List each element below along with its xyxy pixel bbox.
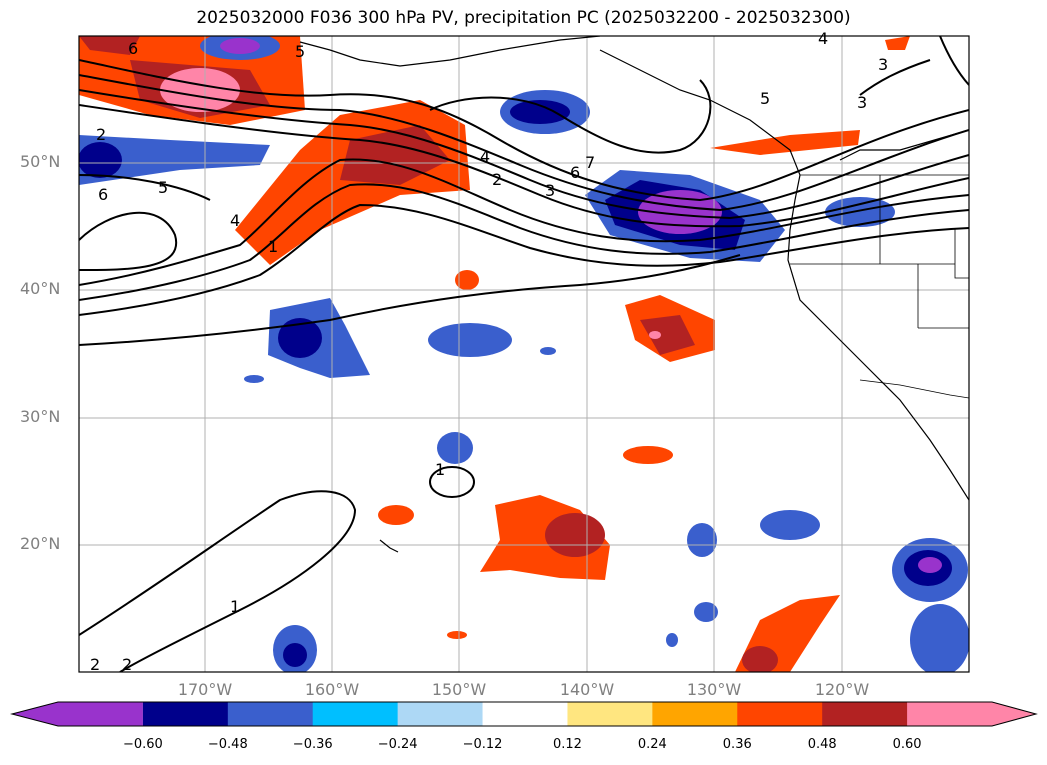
- shade-negative: [79, 142, 122, 178]
- shade-negative: [278, 318, 322, 358]
- shade-negative: [283, 643, 307, 667]
- shade-negative: [694, 602, 718, 622]
- colorbar-cell: [907, 702, 1036, 726]
- contour-label: 2: [96, 125, 106, 144]
- contour-labels: 6 5 2 6 5 4 1 4 2 3 6 7 5 3 3 4 1 1 2 2: [90, 29, 888, 674]
- shade-negative: [540, 347, 556, 355]
- colorbar-cell: [312, 702, 399, 726]
- contour-label: 6: [128, 39, 138, 58]
- lon-label: 140°W: [559, 680, 615, 699]
- shade-positive: [545, 513, 605, 557]
- shade-positive: [710, 130, 860, 155]
- contour-label: 4: [480, 147, 490, 166]
- contour-label: 1: [230, 597, 240, 616]
- contour-label: 4: [230, 211, 240, 230]
- precip-pc-shading: [79, 36, 969, 672]
- colorbar-tick-label: −0.36: [292, 737, 333, 752]
- contour-label: 2: [90, 655, 100, 674]
- lon-label: 170°W: [177, 680, 233, 699]
- colorbar-tick-label: −0.60: [122, 737, 163, 752]
- colorbar-tick-label: 0.48: [807, 737, 837, 752]
- colorbar-cell: [12, 702, 143, 726]
- shade-positive: [455, 270, 479, 290]
- shade-negative: [910, 604, 969, 672]
- shade-negative: [244, 375, 264, 383]
- colorbar-tick-label: 0.60: [892, 737, 922, 752]
- shade-negative: [825, 197, 895, 227]
- lon-label: 160°W: [304, 680, 360, 699]
- contour-label: 2: [492, 170, 502, 189]
- colorbar-tick-label: 0.24: [637, 737, 667, 752]
- contour-label: 5: [760, 89, 770, 108]
- lat-label: 30°N: [20, 407, 61, 426]
- colorbar-cell: [482, 702, 568, 726]
- contour-label: 5: [295, 42, 305, 61]
- contour-label: 7: [585, 153, 595, 172]
- colorbar-cell: [567, 702, 653, 726]
- shade-negative: [760, 510, 820, 540]
- shade-negative: [428, 323, 512, 357]
- shade-negative: [437, 432, 473, 464]
- shade-positive: [649, 331, 661, 339]
- coastlines: [299, 36, 969, 553]
- contour-label: 4: [818, 29, 828, 48]
- colorbar-tick-label: 0.12: [552, 737, 582, 752]
- shade-negative: [666, 633, 678, 647]
- lon-label: 120°W: [814, 680, 870, 699]
- political-boundaries: [790, 174, 969, 399]
- lon-label: 130°W: [686, 680, 742, 699]
- shade-positive: [742, 646, 778, 672]
- contour-label: 6: [570, 163, 580, 182]
- colorbar-tick-label: −0.48: [207, 737, 248, 752]
- contour-label: 3: [857, 93, 867, 112]
- pv-contours: [79, 36, 969, 672]
- map-panel: 6 5 2 6 5 4 1 4 2 3 6 7 5 3 3 4 1 1 2 2: [78, 29, 970, 674]
- contour-label: 2: [122, 655, 132, 674]
- colorbar-tick-label: −0.24: [377, 737, 418, 752]
- colorbar-cell: [397, 702, 484, 726]
- shade-positive: [640, 315, 695, 355]
- lon-label: 150°W: [431, 680, 487, 699]
- colorbar-outline: [10, 701, 1038, 727]
- contour-label: 1: [435, 460, 445, 479]
- colorbar-cell: [737, 702, 823, 726]
- map-frame: [78, 35, 970, 673]
- contour-label: 3: [545, 181, 555, 200]
- contour-label: 1: [268, 237, 278, 256]
- colorbar-tick-label: −0.12: [462, 737, 503, 752]
- colorbar: [10, 701, 1038, 727]
- shade-positive: [160, 68, 240, 112]
- contour-label: 3: [878, 55, 888, 74]
- lat-label: 50°N: [20, 152, 61, 171]
- shade-positive: [447, 631, 467, 639]
- colorbar-cell: [227, 702, 314, 726]
- shade-positive: [378, 505, 414, 525]
- shade-negative: [220, 38, 260, 54]
- colorbar-cell: [652, 702, 738, 726]
- colorbar-cell: [822, 702, 908, 726]
- lat-label: 20°N: [20, 534, 61, 553]
- map-title: 2025032000 F036 300 hPa PV, precipitatio…: [196, 8, 851, 28]
- shade-negative: [918, 557, 942, 573]
- shade-positive: [623, 446, 673, 464]
- contour-label: 5: [158, 178, 168, 197]
- lat-label: 40°N: [20, 279, 61, 298]
- shade-negative: [687, 523, 717, 557]
- colorbar-tick-label: 0.36: [722, 737, 752, 752]
- shade-positive: [79, 36, 140, 55]
- shade-negative: [510, 100, 570, 124]
- shade-negative: [79, 135, 270, 185]
- contour-label: 6: [98, 185, 108, 204]
- colorbar-cell: [142, 702, 229, 726]
- shade-positive: [885, 36, 910, 50]
